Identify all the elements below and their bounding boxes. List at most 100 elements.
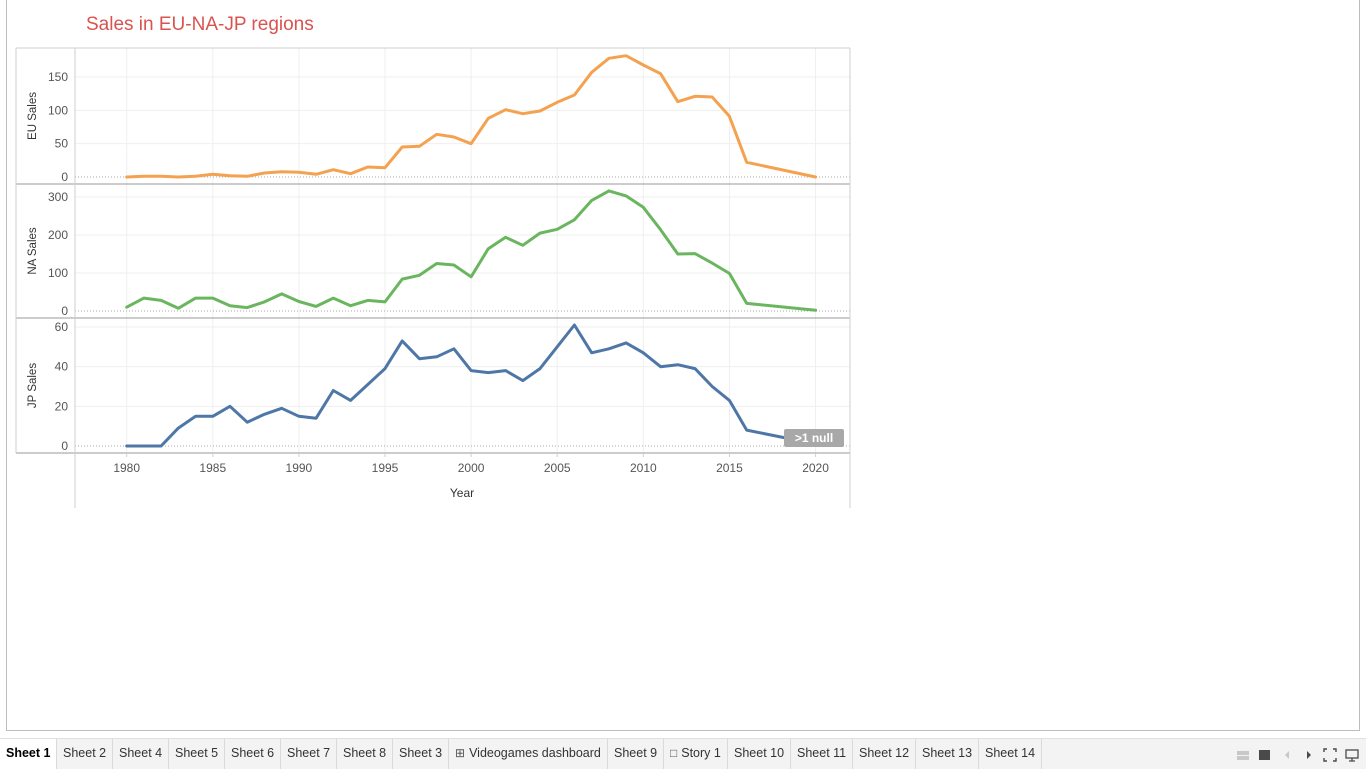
sheet-tab[interactable]: Sheet 1 — [0, 739, 58, 769]
data-point — [694, 252, 697, 255]
sheet-tab[interactable]: ⊞ Videogames dashboard — [449, 739, 608, 769]
data-point — [384, 367, 387, 370]
data-point — [297, 171, 300, 174]
data-point — [470, 369, 473, 372]
sheet-tab[interactable]: Sheet 11 — [791, 739, 854, 769]
x-tick-label: 1985 — [199, 461, 226, 475]
data-point — [280, 170, 283, 173]
data-point — [315, 173, 318, 176]
y-tick-label: 150 — [48, 70, 68, 84]
story-icon: □ — [670, 746, 678, 760]
data-point — [521, 379, 524, 382]
sheet-tab[interactable]: Sheet 10 — [728, 739, 792, 769]
data-point — [573, 324, 576, 327]
data-point — [728, 272, 731, 275]
sheet-tab[interactable]: Sheet 9 — [608, 739, 665, 769]
sheet-tab[interactable]: Sheet 7 — [281, 739, 338, 769]
sheet-tab[interactable]: □ Story 1 — [664, 739, 728, 769]
next-sheet-icon[interactable] — [1304, 748, 1314, 762]
series-line — [125, 323, 818, 448]
sheet-tab[interactable]: Sheet 5 — [169, 739, 226, 769]
show-tabs-icon[interactable] — [1258, 748, 1272, 762]
data-point — [263, 413, 266, 416]
sheet-tab-label: Story 1 — [681, 746, 721, 760]
prev-sheet-icon[interactable] — [1282, 748, 1292, 762]
data-point — [694, 367, 697, 370]
sheet-tab-label: Sheet 13 — [922, 746, 973, 760]
sheet-tab-label: Sheet 8 — [343, 746, 387, 760]
y-tick-label: 100 — [48, 103, 68, 117]
data-point — [297, 415, 300, 418]
sheet-tab[interactable]: Sheet 2 — [57, 739, 114, 769]
y-tick-label: 40 — [55, 360, 69, 374]
data-point — [504, 108, 507, 111]
data-point — [659, 365, 662, 368]
data-point — [573, 218, 576, 221]
data-point — [539, 110, 542, 113]
data-point — [728, 115, 731, 118]
data-point — [435, 133, 438, 136]
data-point — [315, 417, 318, 420]
data-point — [384, 300, 387, 303]
data-point — [470, 275, 473, 278]
y-axis-label: NA Sales — [27, 227, 39, 275]
sheet-tab[interactable]: Sheet 12 — [853, 739, 917, 769]
data-point — [142, 445, 145, 448]
y-axis-label: JP Sales — [27, 363, 39, 408]
data-point — [332, 297, 335, 300]
fit-icon[interactable] — [1323, 748, 1337, 762]
series-line — [125, 189, 818, 312]
sheet-tab-label: Sheet 3 — [399, 746, 443, 760]
y-tick-label: 300 — [48, 190, 68, 204]
x-tick-label: 2020 — [802, 461, 829, 475]
sheet-tab[interactable]: Sheet 13 — [916, 739, 980, 769]
presentation-mode-icon[interactable] — [1345, 748, 1359, 762]
data-point — [160, 445, 163, 448]
data-point — [711, 96, 714, 99]
data-point — [676, 363, 679, 366]
y-tick-label: 0 — [61, 170, 68, 184]
x-tick-label: 2010 — [630, 461, 657, 475]
data-point — [246, 421, 249, 424]
data-point — [521, 112, 524, 115]
sheet-tab[interactable]: Sheet 14 — [979, 739, 1043, 769]
sheet-tab-label: Sheet 5 — [175, 746, 219, 760]
data-point — [194, 415, 197, 418]
data-point — [659, 228, 662, 231]
data-point — [607, 57, 610, 60]
series-line — [125, 54, 818, 179]
data-point — [142, 297, 145, 300]
data-point — [280, 292, 283, 295]
data-point — [556, 228, 559, 231]
data-point — [452, 136, 455, 139]
data-point — [349, 304, 352, 307]
sheet-tab[interactable]: Sheet 4 — [113, 739, 170, 769]
data-point — [487, 117, 490, 120]
sheet-tab[interactable]: Sheet 8 — [337, 739, 394, 769]
data-point — [607, 189, 610, 192]
data-point — [297, 300, 300, 303]
data-point — [366, 383, 369, 386]
data-point — [160, 299, 163, 302]
sheet-tab-label: Videogames dashboard — [469, 746, 601, 760]
data-point — [814, 309, 817, 312]
data-point — [401, 278, 404, 281]
data-point — [194, 297, 197, 300]
null-indicator-label: >1 null — [795, 431, 833, 445]
data-point — [625, 194, 628, 197]
sheet-tab-bar: Sheet 1 Sheet 2 Sheet 4 Sheet 5 Sheet 6 Sheet… — [0, 738, 1366, 769]
data-point — [556, 345, 559, 348]
data-point — [711, 262, 714, 265]
x-axis-label: Year — [450, 486, 474, 500]
sheet-tab[interactable]: Sheet 3 — [393, 739, 450, 769]
line-chart: 0 50 100 150 EU Sales 0 100 200 300 NA Sales 0 20 40… — [15, 47, 851, 508]
data-point — [435, 262, 438, 265]
show-filmstrip-icon[interactable] — [1236, 748, 1250, 762]
sheet-tab-label: Sheet 11 — [797, 746, 847, 760]
sheet-tab[interactable]: Sheet 6 — [225, 739, 282, 769]
sheet-tab-label: Sheet 6 — [231, 746, 275, 760]
data-point — [728, 399, 731, 402]
data-point — [435, 355, 438, 358]
x-tick-label: 1980 — [113, 461, 140, 475]
y-tick-label: 0 — [61, 304, 68, 318]
